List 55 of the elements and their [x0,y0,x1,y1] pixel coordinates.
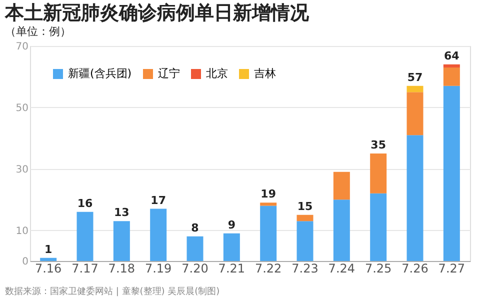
bar [260,202,277,206]
total-label: 16 [77,196,93,210]
x-tick-label: 7.17 [72,262,98,276]
total-label: 17 [150,194,166,207]
bar [296,214,314,222]
total-label: 9 [228,218,236,232]
x-tick-label: 7.27 [438,262,466,276]
x-tick-label: 7.16 [34,262,62,276]
total-label: 15 [297,200,313,213]
chart-subtitle: （单位：例） [5,25,71,38]
total-label: 19 [260,188,276,201]
source-note: 数据来源：国家卫健委网站 | 童黎(整理) 吴辰晨(制图) [5,286,220,297]
x-tick-label: 7.21 [218,262,246,276]
bar [76,212,94,261]
bar [223,233,240,261]
bar [406,135,424,261]
bar [443,64,460,68]
bar [406,92,424,136]
x-tick-label: 7.22 [254,262,282,276]
y-tick-label: 0 [22,256,28,268]
x-tick-label: 7.24 [328,262,356,276]
x-tick-label: 7.25 [364,262,392,276]
bar [370,154,387,194]
legend-label: 北京 [206,67,228,80]
bar [150,208,167,261]
bar [113,221,130,261]
bar [443,68,460,86]
bar [406,86,424,92]
x-tick-label: 7.26 [402,262,428,276]
bar [333,200,350,261]
bar [370,193,387,261]
x-tick-label: 7.19 [144,262,172,276]
chart-title: 本土新冠肺炎确诊病例单日新增情况 [4,2,310,24]
bar [296,221,314,261]
legend-label: 新疆(含兵团) [68,67,132,80]
bar [260,206,277,261]
bar [443,86,460,261]
total-label: 8 [191,221,199,234]
total-label: 1 [44,242,52,256]
y-tick-label: 10 [16,226,28,237]
x-tick-label: 7.20 [182,262,208,276]
total-label: 57 [407,70,423,84]
y-tick-label: 70 [16,42,28,52]
bar [186,236,204,261]
total-label: 13 [114,206,130,220]
y-tick-label: 50 [16,102,28,114]
total-label: 64 [444,49,460,62]
legend-label: 辽宁 [158,67,180,80]
x-tick-label: 7.23 [292,262,318,276]
x-tick-label: 7.18 [108,262,136,276]
legend-label: 吉林 [254,67,276,80]
y-tick-label: 30 [16,164,28,176]
bar [333,172,350,200]
bar [40,258,57,261]
total-label: 35 [370,138,386,152]
